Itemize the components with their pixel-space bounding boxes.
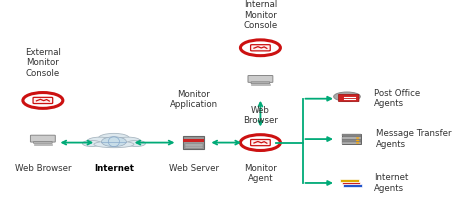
Text: Web Server: Web Server	[169, 164, 219, 173]
Bar	[185, 146, 203, 148]
FancyBboxPatch shape	[248, 76, 273, 82]
Ellipse shape	[94, 141, 134, 148]
FancyBboxPatch shape	[33, 97, 53, 104]
Bar	[342, 182, 360, 184]
Circle shape	[356, 140, 359, 141]
Circle shape	[356, 142, 359, 144]
Circle shape	[356, 137, 359, 139]
Circle shape	[241, 40, 279, 55]
Text: Internet
Agents: Internet Agents	[374, 173, 408, 193]
Ellipse shape	[87, 137, 112, 144]
FancyBboxPatch shape	[251, 45, 270, 51]
Text: Monitor
Application: Monitor Application	[170, 90, 218, 109]
FancyBboxPatch shape	[251, 139, 270, 146]
Bar	[340, 179, 359, 182]
Bar	[344, 184, 362, 187]
Text: Web
Browser: Web Browser	[243, 106, 278, 125]
Ellipse shape	[101, 137, 126, 147]
Text: External
Monitor
Console: External Monitor Console	[25, 48, 61, 78]
Bar	[342, 134, 361, 144]
Ellipse shape	[99, 133, 129, 143]
Bar	[251, 84, 270, 85]
Text: Post Office
Agents: Post Office Agents	[374, 89, 420, 108]
Ellipse shape	[334, 92, 360, 101]
Bar	[342, 139, 361, 142]
Bar	[183, 139, 205, 142]
Bar	[342, 134, 361, 136]
FancyBboxPatch shape	[33, 142, 52, 143]
FancyBboxPatch shape	[339, 94, 359, 102]
Circle shape	[241, 135, 279, 150]
Text: Web Browser: Web Browser	[14, 164, 71, 173]
Ellipse shape	[116, 137, 140, 144]
Ellipse shape	[82, 140, 101, 147]
Circle shape	[24, 93, 62, 108]
Bar	[185, 144, 203, 146]
FancyBboxPatch shape	[251, 82, 270, 84]
Bar	[183, 136, 205, 149]
Bar	[342, 137, 361, 139]
Text: Message Transfer
Agents: Message Transfer Agents	[376, 129, 452, 149]
Text: Monitor
Agent: Monitor Agent	[244, 164, 277, 183]
Bar	[342, 142, 361, 144]
Text: Internal
Monitor
Console: Internal Monitor Console	[243, 0, 278, 30]
Text: Internet: Internet	[94, 164, 134, 173]
Bar	[33, 144, 52, 145]
Ellipse shape	[127, 140, 146, 147]
FancyBboxPatch shape	[30, 135, 55, 142]
